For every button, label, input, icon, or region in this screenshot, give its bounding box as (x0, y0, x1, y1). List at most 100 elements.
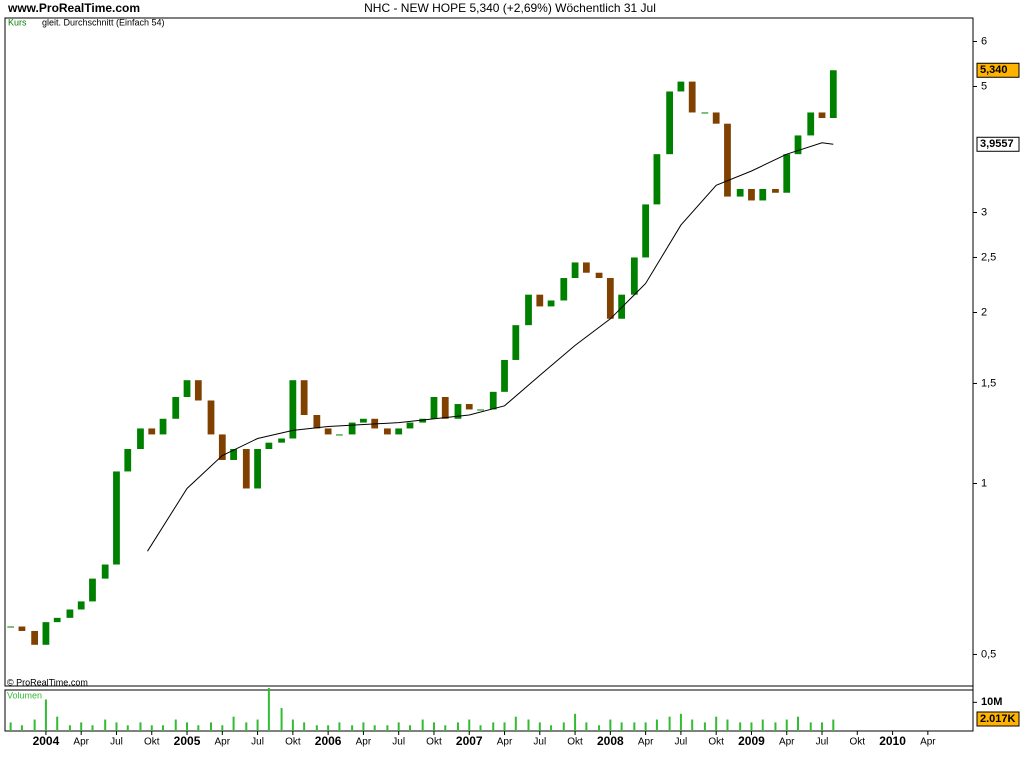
x-tick-label: Jul (392, 737, 405, 748)
x-tick-label: 2004 (33, 734, 60, 748)
volume-bar (221, 725, 224, 731)
volume-bar (245, 722, 248, 731)
candle (406, 422, 414, 429)
candle (278, 438, 285, 443)
x-tick-label: Okt (285, 737, 301, 748)
volume-bar (691, 719, 694, 731)
copyright: © ProRealTime.com (7, 677, 88, 687)
price-panel (4, 17, 974, 687)
x-tick-label: Apr (779, 737, 795, 748)
volume-bar (267, 687, 270, 731)
candle (113, 471, 120, 565)
x-tick-label: Jul (110, 737, 123, 748)
volume-bar (832, 719, 835, 731)
chart-title: NHC - NEW HOPE 5,340 (+2,69%) Wöchentlic… (364, 1, 656, 15)
x-tick-label: Jul (533, 737, 546, 748)
volume-bar (774, 722, 777, 731)
volume-bar (821, 722, 824, 731)
volume-bar (739, 722, 742, 731)
x-tick-label: Apr (638, 737, 654, 748)
volume-bar (761, 719, 764, 731)
volume-bar (362, 722, 365, 731)
volume-bar (726, 719, 729, 731)
volume-bar (479, 725, 482, 731)
volume-bar (56, 716, 59, 731)
volume-bar (186, 722, 189, 731)
candle (582, 262, 590, 273)
candle (384, 428, 391, 435)
volume-bar (386, 725, 389, 731)
candle (101, 564, 109, 579)
volume-bar (703, 722, 706, 731)
volume-bar (750, 722, 753, 731)
candle (348, 422, 356, 435)
volume-bar (232, 716, 235, 731)
candle (137, 428, 144, 450)
volume-bar (162, 725, 165, 731)
x-tick-label: 2010 (879, 734, 906, 748)
candle (666, 91, 674, 155)
candle (536, 294, 544, 307)
volume-bar (797, 716, 800, 731)
candle (642, 204, 650, 258)
volume-bar (338, 722, 341, 731)
candle (818, 112, 826, 119)
volume-bar (655, 719, 658, 731)
volume-bar (150, 725, 153, 731)
y-tick-label: 6 (981, 35, 987, 47)
y-tick-label: 5 (981, 80, 987, 92)
volume-bar (397, 722, 400, 731)
candle (230, 449, 237, 460)
y-tick-label: 2,5 (981, 251, 996, 263)
volume-bar (785, 719, 788, 731)
candle (254, 449, 261, 489)
candle (724, 123, 731, 197)
x-tick-label: Apr (73, 737, 89, 748)
x-tick-label: 2009 (738, 734, 765, 748)
volume-bar (351, 725, 354, 731)
candle (807, 112, 815, 136)
candle (242, 449, 250, 489)
volume-bar (644, 722, 647, 731)
candle (454, 404, 462, 419)
volume-bar (715, 716, 718, 731)
x-tick-label: 2006 (315, 734, 342, 748)
volume-bar (210, 722, 213, 731)
x-tick-label: Okt (144, 737, 160, 748)
candle (630, 257, 638, 295)
legend-price: Kurs (8, 17, 27, 27)
volume-bar (444, 725, 447, 731)
volume-bar (327, 725, 330, 731)
candle (606, 278, 614, 319)
volume-bar (80, 722, 83, 731)
x-tick-label: Jul (251, 737, 264, 748)
volume-bar (432, 722, 435, 731)
volume-bar (809, 722, 812, 731)
candle (477, 409, 484, 411)
y-tick-label: 1,5 (981, 377, 996, 389)
candle (300, 380, 308, 416)
candle (465, 404, 473, 410)
volume-label: Volumen (7, 690, 42, 700)
site-name: www.ProRealTime.com (7, 1, 140, 15)
volume-bar (492, 722, 495, 731)
candle (794, 135, 802, 155)
volume-bar (33, 719, 36, 731)
candle (218, 434, 226, 460)
candle (441, 396, 449, 419)
candle (289, 380, 297, 439)
volume-panel (4, 689, 974, 732)
volume-bar (527, 719, 530, 731)
candle (489, 391, 497, 410)
volume-bar (91, 725, 94, 731)
x-tick-label: Okt (850, 737, 866, 748)
candle (571, 262, 579, 279)
candle (595, 272, 603, 279)
volume-bar (421, 719, 424, 731)
candle (159, 418, 167, 435)
legend-ma: gleit. Durchschnitt (Einfach 54) (42, 17, 165, 27)
candle (677, 81, 685, 92)
y-tick-label: 10M (981, 696, 1002, 708)
candle (829, 70, 837, 119)
last-value-box (976, 62, 1020, 78)
